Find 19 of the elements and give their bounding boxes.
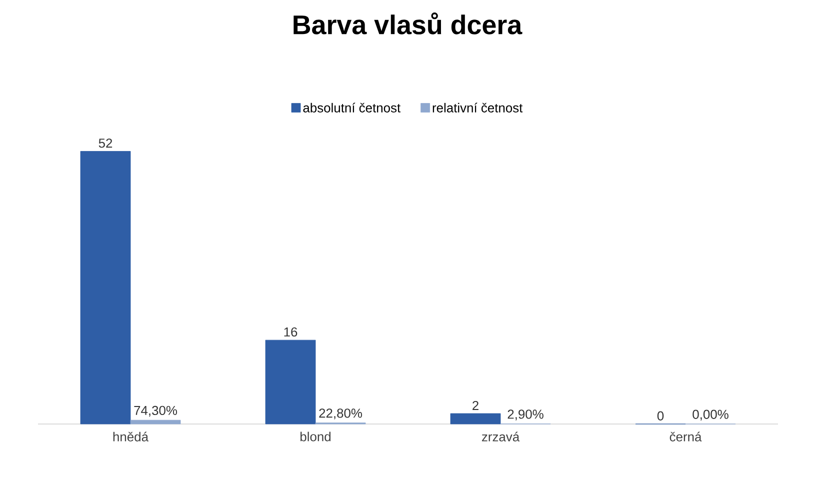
x-tick-label: zrzavá bbox=[482, 432, 520, 442]
data-label: 0 bbox=[657, 411, 664, 420]
data-label: 74,30% bbox=[134, 406, 178, 417]
data-label: 52 bbox=[98, 138, 112, 148]
bar bbox=[130, 420, 181, 424]
x-tick-label: černá bbox=[670, 432, 702, 442]
bar bbox=[450, 413, 501, 424]
x-tick-label: hnědá bbox=[113, 432, 148, 442]
legend-label: absolutní četnost bbox=[303, 102, 400, 112]
x-tick-label: blond bbox=[300, 432, 331, 442]
bar bbox=[265, 340, 316, 424]
data-label: 16 bbox=[284, 327, 298, 337]
data-label: 22,80% bbox=[319, 408, 362, 420]
data-label: 2 bbox=[472, 400, 478, 410]
bar bbox=[80, 151, 131, 424]
data-label: 0,00% bbox=[692, 410, 728, 420]
chart-title: Barva vlasů dcera bbox=[294, 12, 522, 34]
legend-label: relativní četnost bbox=[432, 102, 523, 112]
data-label: 2,90% bbox=[508, 410, 544, 420]
